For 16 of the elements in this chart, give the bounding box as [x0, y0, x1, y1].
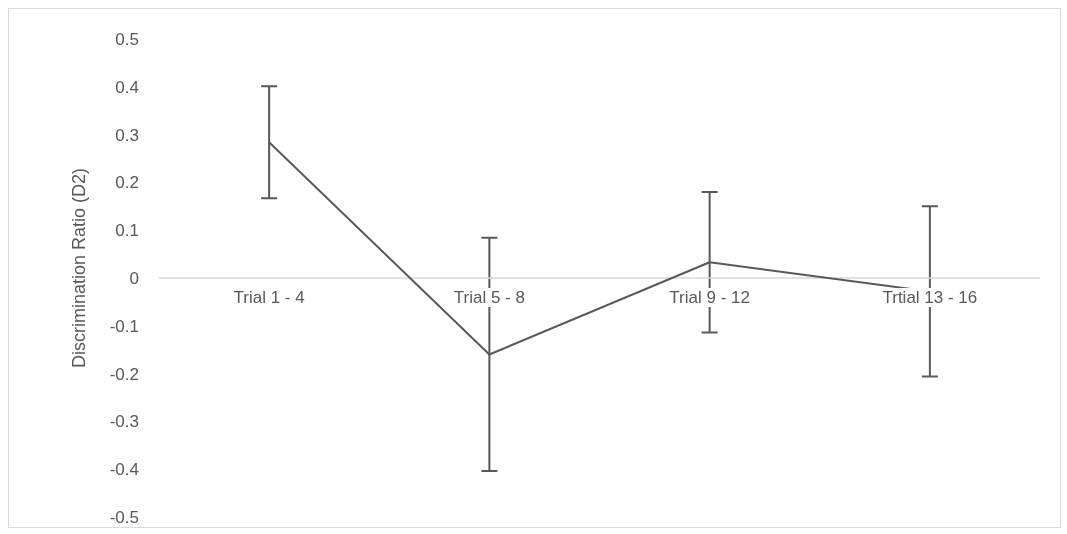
y-tick-label: 0.5 — [115, 30, 139, 50]
x-tick-label: Trial 9 - 12 — [669, 288, 750, 307]
x-tick-label: Trial 1 - 4 — [233, 288, 305, 307]
x-tick-label: Trial 5 - 8 — [453, 288, 525, 307]
y-tick-label: 0.1 — [115, 221, 139, 241]
y-tick-label: -0.5 — [109, 508, 139, 528]
y-tick-label: 0 — [129, 269, 139, 289]
y-tick-label: 0.4 — [115, 77, 139, 97]
y-tick-label: 0.3 — [115, 125, 139, 145]
x-tick-label: Trtial 13 - 16 — [882, 288, 978, 307]
y-axis-title: Discrimination Ratio (D2) — [69, 167, 90, 369]
y-tick-label: -0.3 — [109, 412, 139, 432]
y-tick-label: 0.2 — [115, 173, 139, 193]
y-tick-label: -0.1 — [109, 316, 139, 336]
y-tick-label: -0.4 — [109, 460, 139, 480]
y-tick-label: -0.2 — [109, 364, 139, 384]
